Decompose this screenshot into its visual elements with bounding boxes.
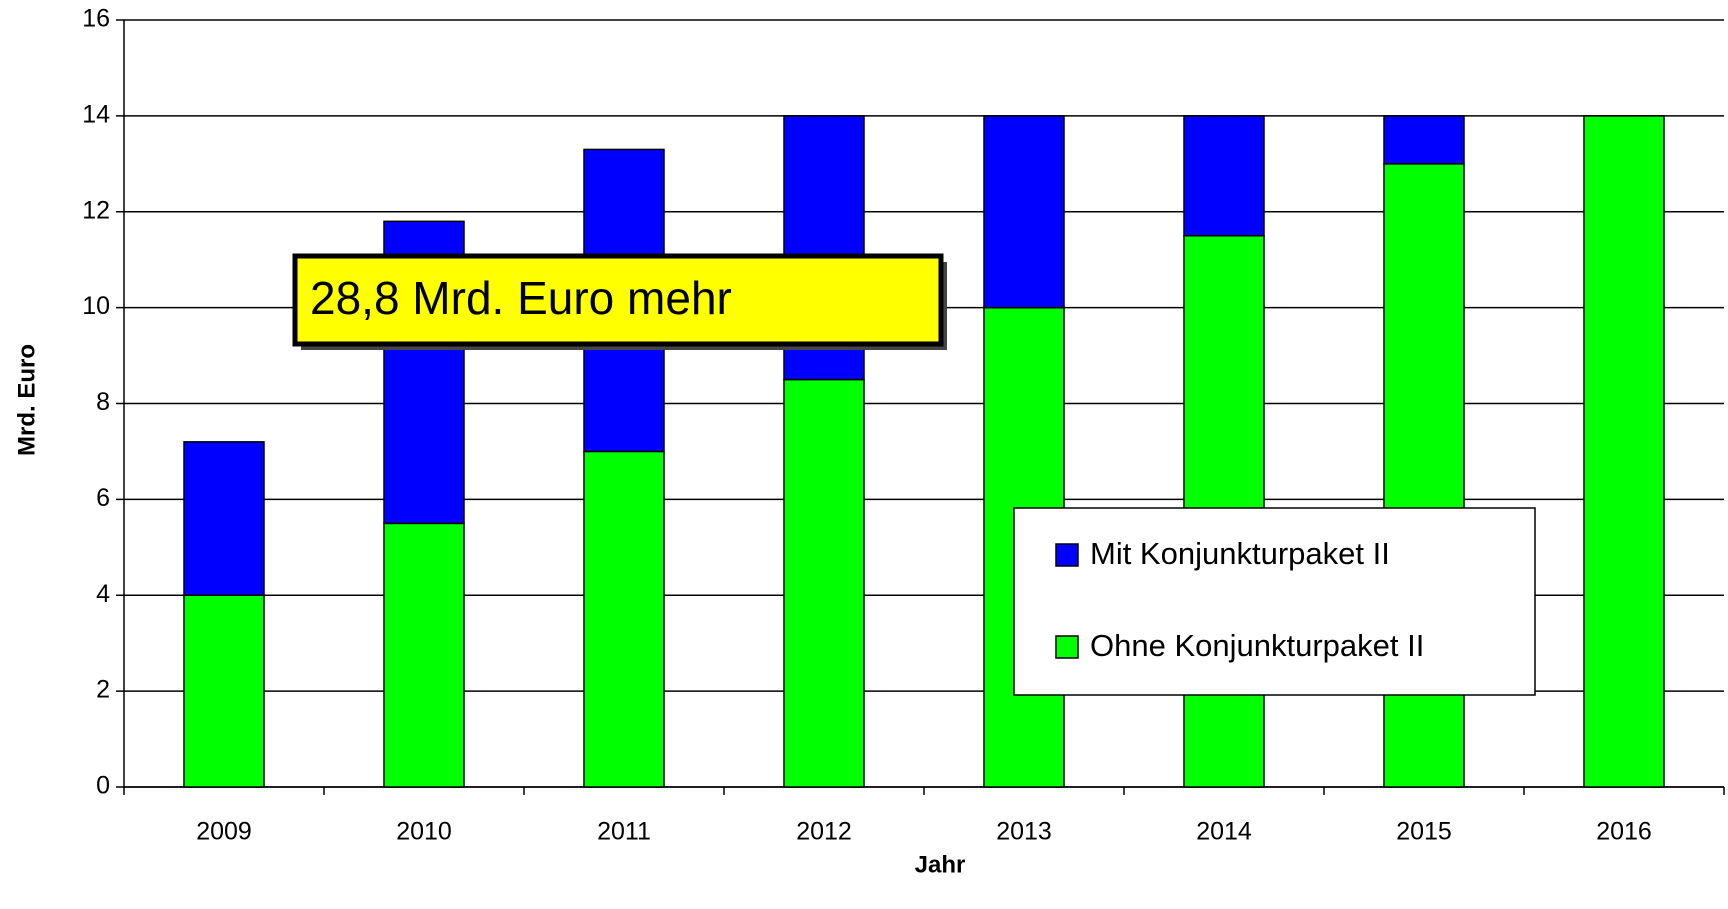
x-tick-label: 2012 xyxy=(796,818,852,846)
y-tick-label: 6 xyxy=(96,484,110,512)
y-tick-label: 16 xyxy=(82,5,110,33)
x-axis-label: Jahr xyxy=(915,851,966,878)
y-tick-label: 8 xyxy=(96,388,110,416)
legend-swatch xyxy=(1055,635,1079,659)
bar-segment xyxy=(1383,115,1465,165)
x-tick-label: 2013 xyxy=(996,818,1052,846)
legend-swatch xyxy=(1055,543,1079,567)
bar-segment xyxy=(1183,115,1265,237)
bar-segment xyxy=(783,378,865,788)
y-axis-label: Mrd. Euro xyxy=(13,344,40,456)
bar-segment xyxy=(1583,115,1665,788)
y-tick-label: 14 xyxy=(82,100,110,128)
legend-label: Ohne Konjunkturpaket II xyxy=(1090,628,1424,663)
bar-segment xyxy=(183,441,265,596)
y-tick-label: 0 xyxy=(96,772,110,800)
bar-segment xyxy=(183,594,265,788)
bar-segment xyxy=(583,450,665,788)
legend-box xyxy=(1013,507,1536,696)
legend-label: Mit Konjunkturpaket II xyxy=(1090,536,1390,571)
x-tick-label: 2009 xyxy=(196,818,252,846)
y-tick-label: 2 xyxy=(96,676,110,704)
bar-segment xyxy=(383,522,465,788)
x-tick-label: 2014 xyxy=(1196,818,1252,846)
y-tick-label: 12 xyxy=(82,196,110,224)
x-tick-label: 2015 xyxy=(1396,818,1452,846)
bar-segment xyxy=(983,115,1065,309)
x-tick-label: 2016 xyxy=(1596,818,1652,846)
annotation: 28,8 Mrd. Euro mehr xyxy=(310,272,732,324)
legend: Mit Konjunkturpaket II Ohne Konjunkturpak… xyxy=(1013,507,1536,696)
y-tick-label: 10 xyxy=(82,292,110,320)
x-tick-label: 2011 xyxy=(597,818,651,846)
y-tick-label: 4 xyxy=(96,580,110,608)
annotation-box xyxy=(292,253,944,347)
x-tick-label: 2010 xyxy=(396,818,452,846)
